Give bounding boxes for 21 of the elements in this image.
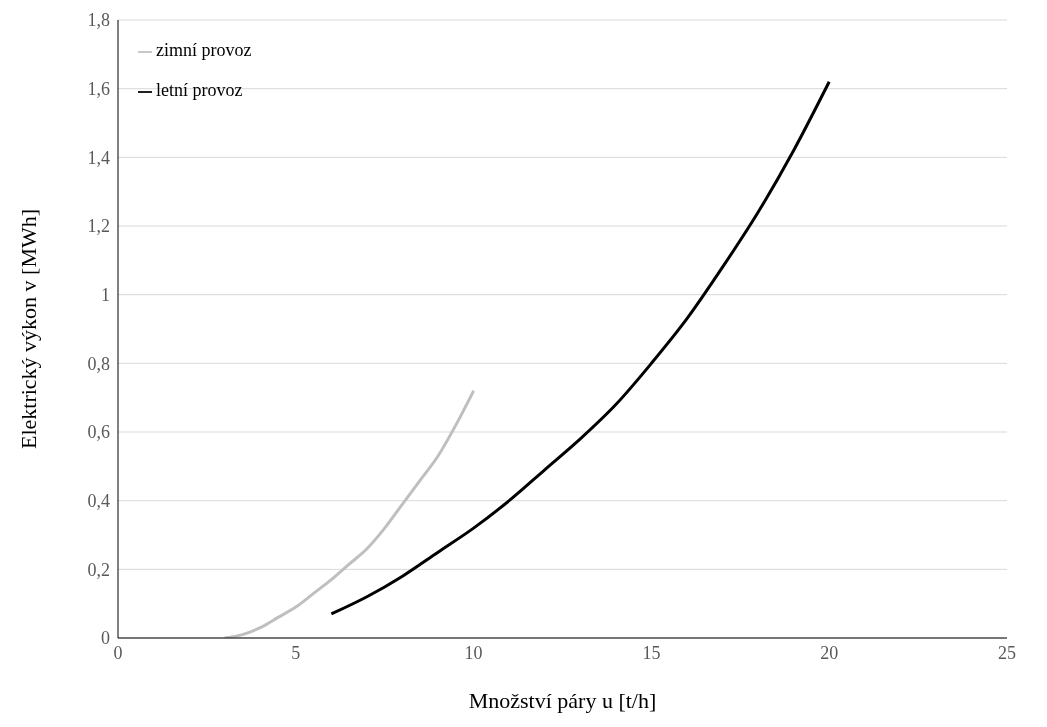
x-tick-label: 15 [642,642,661,663]
y-tick-label: 0,4 [87,491,110,512]
y-tick-label: 1,4 [87,147,110,168]
y-axis-title: Elektrický výkon v [MWh] [15,208,41,450]
y-tick-label: 0 [101,628,110,649]
x-tick-label: 5 [291,642,301,663]
y-tick-label: 1,6 [87,79,110,100]
x-tick-label: 20 [820,642,839,663]
legend-label: zimní provoz [156,40,252,60]
x-axis-title: Množství páry u [t/h] [468,688,657,713]
y-tick-label: 0,6 [87,422,110,443]
x-tick-label: 25 [998,642,1016,663]
y-tick-label: 1,8 [87,10,110,31]
legend-label: letní provoz [156,80,243,100]
line-series [329,80,831,616]
x-tick-label: 10 [464,642,483,663]
line-series [223,389,476,638]
y-tick-label: 0,2 [87,559,110,580]
y-tick-label: 1 [101,285,110,306]
y-tick-label: 0,8 [87,353,110,374]
y-tick-label: 1,2 [87,216,110,237]
